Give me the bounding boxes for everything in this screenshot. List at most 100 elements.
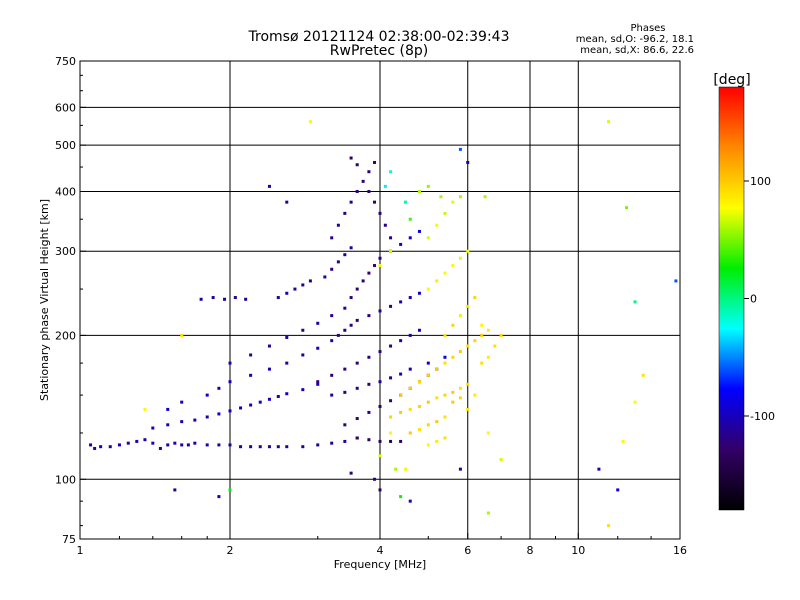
point-o-mode [343, 390, 347, 394]
point-o-mode [293, 287, 297, 291]
phases-legend: Phases mean, sd,O: -96.2, 18.1 mean, sd,… [576, 23, 694, 56]
point-x-mode [451, 355, 455, 359]
point-o-mode [126, 441, 130, 445]
y-axis-label: Stationary phase Virtual Height [km] [38, 199, 51, 401]
point-o-mode [378, 350, 382, 354]
point-o-mode [267, 344, 271, 348]
point-o-mode [417, 291, 421, 295]
point-o-mode [378, 439, 382, 443]
point-o-mode [408, 333, 412, 337]
point-x-mode [389, 415, 393, 419]
point-o-mode [389, 304, 393, 308]
point-o-mode [367, 314, 371, 318]
point-o-mode [399, 339, 403, 343]
point-o-mode [233, 296, 237, 300]
point-o-mode [373, 264, 377, 268]
point-o-mode [361, 279, 365, 283]
point-x-mode [426, 236, 430, 240]
point-x-mode [443, 415, 447, 419]
point-o-mode [330, 393, 334, 397]
point-o-mode [217, 443, 221, 447]
point-o-mode [228, 361, 232, 365]
point-o-mode [301, 283, 305, 287]
point-x-mode [499, 457, 503, 461]
point-o-mode [389, 439, 393, 443]
colorbar: [deg] 100 0 -100 [713, 72, 775, 511]
x-tick-label: 4 [377, 544, 384, 557]
point-x-mode [383, 184, 387, 188]
point-x-mode [493, 344, 497, 348]
point-o-mode [349, 471, 353, 475]
point-o-mode [408, 367, 412, 371]
point-o-mode [355, 361, 359, 365]
point-o-mode [378, 380, 382, 384]
y-axis: 75 100 200 300 400 500 600 750 [55, 55, 86, 546]
point-o-mode [180, 420, 184, 424]
x-tick-label: 10 [571, 544, 585, 557]
point-x-mode [451, 400, 455, 404]
point-o-mode [308, 279, 312, 283]
point-x-mode [597, 467, 601, 471]
point-o-mode [458, 467, 462, 471]
point-o-mode [244, 297, 248, 301]
point-x-mode [426, 423, 430, 427]
x-tick-label: 1 [77, 544, 84, 557]
point-o-mode [336, 260, 340, 264]
point-x-mode [426, 400, 430, 404]
point-x-mode [480, 333, 484, 337]
point-o-mode [285, 445, 289, 449]
y-tick-label: 300 [55, 245, 76, 258]
point-x-mode [435, 223, 439, 227]
point-o-mode [330, 314, 334, 318]
point-o-mode [151, 441, 155, 445]
point-o-mode [316, 346, 320, 350]
point-x-mode [466, 249, 470, 253]
point-o-mode [151, 426, 155, 430]
x-axis: 1 2 4 6 8 10 16 [77, 533, 687, 557]
point-o-mode [217, 412, 221, 416]
point-x-mode [399, 393, 403, 397]
point-o-mode [378, 488, 382, 492]
y-tick-label: 400 [55, 185, 76, 198]
point-o-mode [228, 443, 232, 447]
point-o-mode [367, 189, 371, 193]
point-o-mode [228, 380, 232, 384]
point-o-mode [330, 339, 334, 343]
point-o-mode [158, 446, 162, 450]
colorbar-tick-label: -100 [750, 410, 775, 423]
point-x-mode [378, 264, 382, 268]
point-o-mode [349, 246, 353, 250]
x-axis-label: Frequency [MHz] [334, 558, 426, 571]
point-x-mode [607, 120, 611, 124]
point-x-mode [458, 396, 462, 400]
point-x-mode [458, 147, 462, 151]
x-tick-label: 2 [227, 544, 234, 557]
point-x-mode [486, 431, 490, 435]
point-o-mode [355, 318, 359, 322]
point-o-mode [399, 242, 403, 246]
point-o-mode [316, 443, 320, 447]
point-x-mode [451, 200, 455, 204]
point-o-mode [343, 306, 347, 310]
point-o-mode [143, 407, 147, 411]
gridlines [80, 61, 680, 539]
point-o-mode [228, 409, 232, 413]
point-o-mode [383, 223, 387, 227]
point-x-mode [378, 454, 382, 458]
point-x-mode [633, 400, 637, 404]
point-o-mode [180, 443, 184, 447]
y-tick-label: 100 [55, 473, 76, 486]
point-o-mode [355, 417, 359, 421]
point-x-mode [641, 373, 645, 377]
y-tick-label: 750 [55, 55, 76, 68]
point-o-mode [330, 373, 334, 377]
y-tick-label: 200 [55, 329, 76, 342]
point-o-mode [343, 253, 347, 257]
point-o-mode [276, 445, 280, 449]
point-x-mode [403, 467, 407, 471]
point-x-mode [443, 393, 447, 397]
y-tick-label: 75 [62, 533, 76, 546]
point-o-mode [336, 223, 340, 227]
point-o-mode [166, 423, 170, 427]
point-o-mode [258, 445, 262, 449]
